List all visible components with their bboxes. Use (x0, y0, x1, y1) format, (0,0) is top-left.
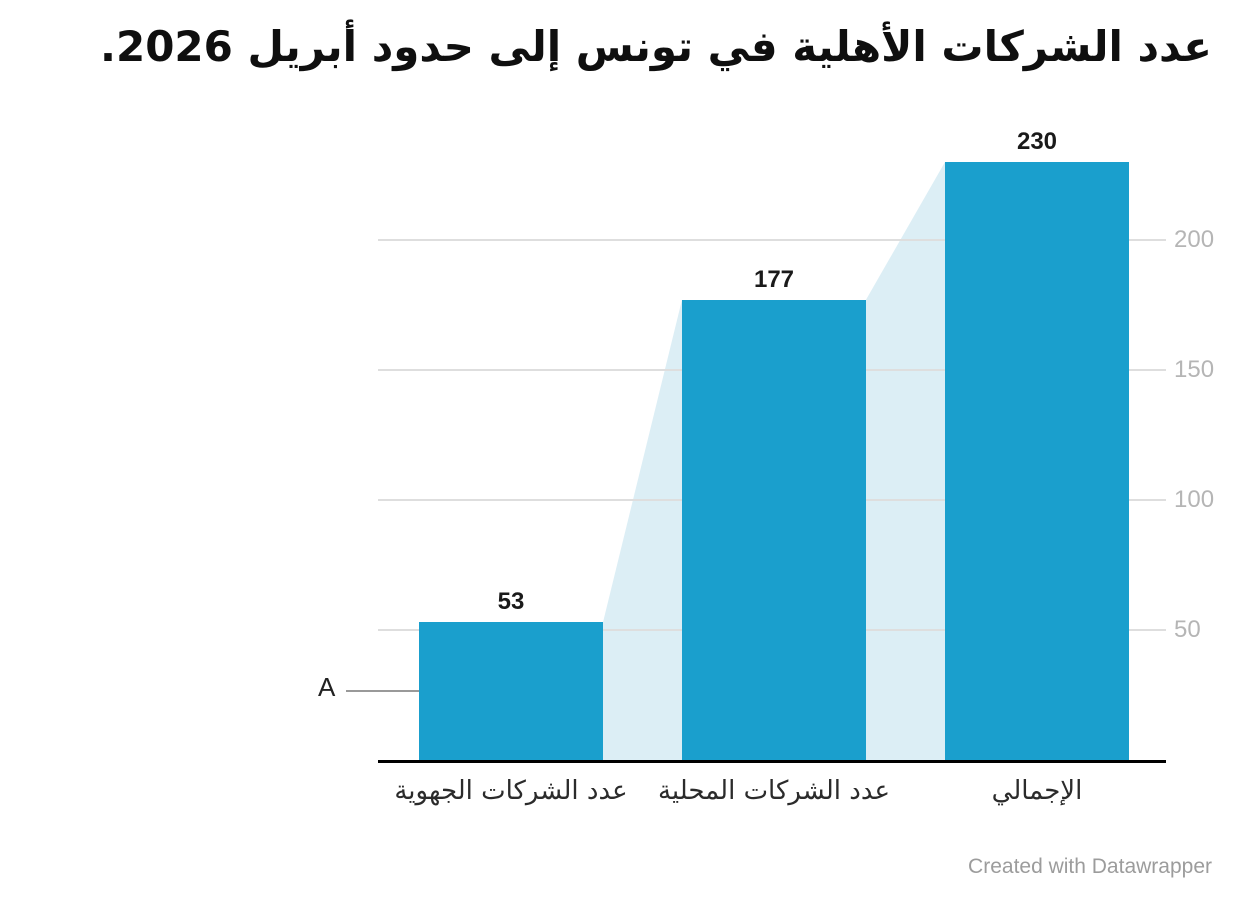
bar-value-label: 230 (1016, 128, 1058, 155)
connector-band-segment (866, 162, 945, 760)
y-tick-label: 200 (1174, 226, 1215, 253)
chart-title: عدد الشركات الأهلية في تونس إلى حدود أبر… (100, 22, 1212, 71)
y-tick-label: 150 (1174, 356, 1215, 383)
y-tick-label: 50 (1174, 616, 1201, 643)
bar-value-label: 53 (497, 588, 525, 616)
annotation-label: A (318, 672, 336, 702)
annotation-line (346, 690, 419, 692)
connector-band-segment (603, 299, 682, 760)
x-axis-category-label: عدد الشركات الجهوية (394, 776, 628, 806)
bar-1[interactable] (419, 622, 603, 760)
bar-3[interactable] (945, 162, 1129, 760)
x-axis-category-label: الإجمالي (991, 776, 1083, 806)
x-axis-line (378, 760, 1166, 763)
bar-2[interactable] (682, 299, 866, 760)
x-axis-category-label: عدد الشركات المحلية (657, 776, 891, 806)
y-gridline (378, 239, 1166, 241)
attribution-text: Created with Datawrapper (968, 855, 1212, 878)
bar-value-label: 177 (753, 265, 795, 293)
y-tick-label: 100 (1174, 486, 1215, 513)
